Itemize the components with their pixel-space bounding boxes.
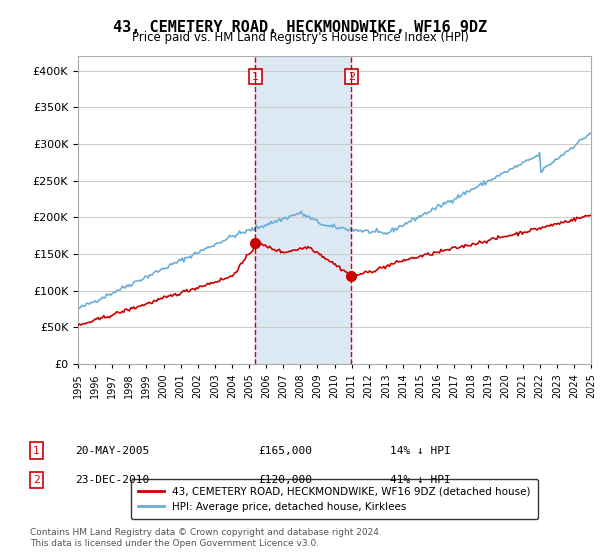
- Text: 1: 1: [252, 72, 259, 82]
- Text: 41% ↓ HPI: 41% ↓ HPI: [390, 475, 451, 485]
- Text: Price paid vs. HM Land Registry's House Price Index (HPI): Price paid vs. HM Land Registry's House …: [131, 31, 469, 44]
- Text: 20-MAY-2005: 20-MAY-2005: [75, 446, 149, 456]
- Text: 2: 2: [33, 475, 40, 485]
- Text: 23-DEC-2010: 23-DEC-2010: [75, 475, 149, 485]
- Text: 14% ↓ HPI: 14% ↓ HPI: [390, 446, 451, 456]
- Text: Contains HM Land Registry data © Crown copyright and database right 2024.
This d: Contains HM Land Registry data © Crown c…: [30, 528, 382, 548]
- Text: 43, CEMETERY ROAD, HECKMONDWIKE, WF16 9DZ: 43, CEMETERY ROAD, HECKMONDWIKE, WF16 9D…: [113, 20, 487, 35]
- Text: 2: 2: [347, 72, 355, 82]
- Text: £165,000: £165,000: [258, 446, 312, 456]
- Text: £120,000: £120,000: [258, 475, 312, 485]
- Bar: [256, 56, 351, 364]
- Text: 1: 1: [33, 446, 40, 456]
- Legend: 43, CEMETERY ROAD, HECKMONDWIKE, WF16 9DZ (detached house), HPI: Average price, : 43, CEMETERY ROAD, HECKMONDWIKE, WF16 9D…: [131, 479, 538, 519]
